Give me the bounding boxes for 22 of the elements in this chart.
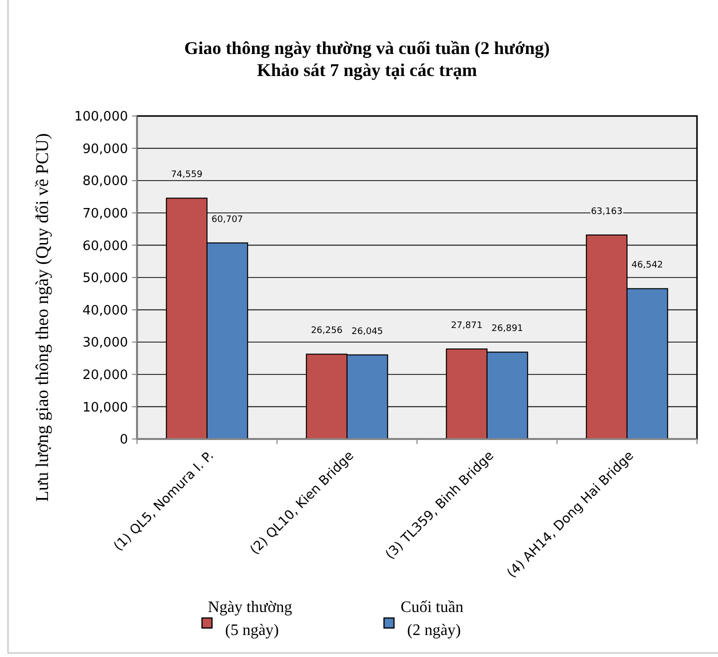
data-label: 27,871	[450, 320, 482, 331]
data-label: 74,559	[170, 170, 203, 180]
y-tick-label: 50,000	[82, 271, 128, 286]
y-tick-label: 10,000	[82, 400, 128, 416]
y-tick-label: 60,000	[82, 238, 128, 254]
legend-label: Ngày thường (5 ngày)	[208, 599, 292, 639]
y-tick-label: 90,000	[82, 142, 128, 157]
y-tick-label: 70,000	[82, 206, 128, 222]
data-label: 26,891	[492, 324, 524, 334]
y-tick-label: 80,000	[82, 174, 128, 190]
y-tick-label: 40,000	[82, 303, 128, 318]
y-tick-label: 20,000	[82, 368, 128, 383]
y-tick-label: 30,000	[82, 336, 128, 351]
legend-label: Cuối tuần (2 ngày)	[400, 599, 464, 639]
chart-title: Giao thông ngày thường và cuối tuần (2 hướng) Khảo sát 7 ngày tại các trạm	[184, 38, 550, 80]
y-axis-title: Lưu lượng giao thông theo ngày (Quy đổi về PCU)	[32, 133, 52, 502]
data-label: 26,045	[352, 326, 384, 337]
data-label: 60,707	[212, 214, 244, 225]
data-label: 46,542	[632, 260, 664, 271]
y-tick-label: 100,000	[74, 110, 128, 125]
data-label: 26,256	[310, 326, 343, 336]
y-tick-label: 0	[120, 432, 128, 448]
